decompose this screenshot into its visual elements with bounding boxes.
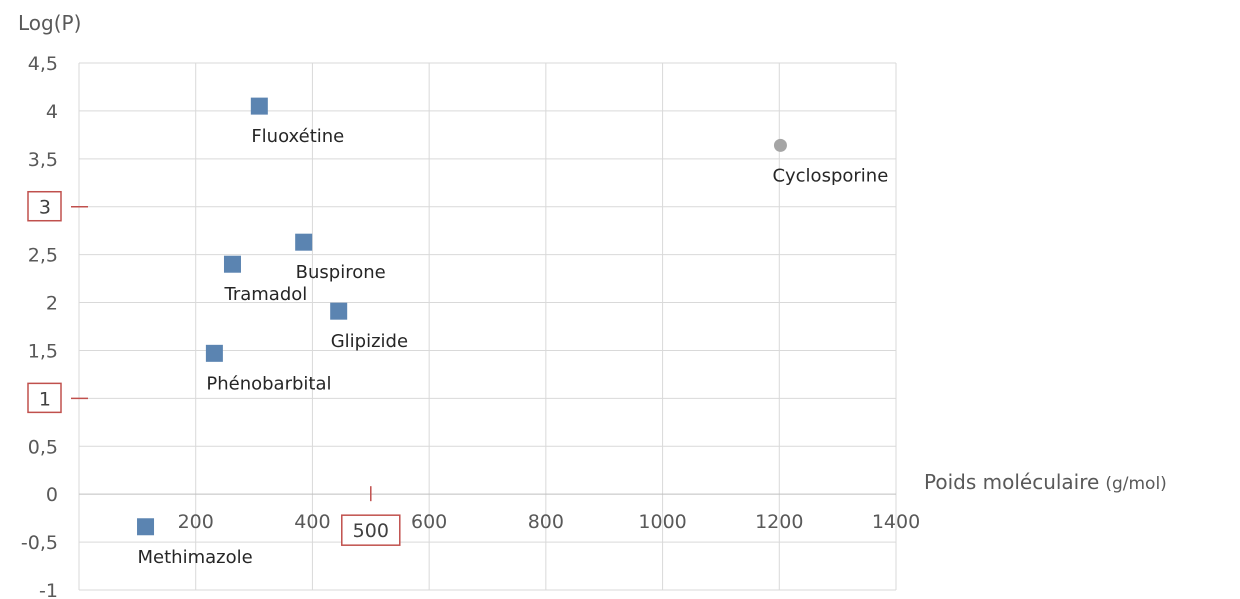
grid-lines xyxy=(78,62,897,591)
x-tick-label: 1400 xyxy=(872,511,920,533)
point-label: Cyclosporine xyxy=(772,165,888,186)
scatter-point xyxy=(137,518,155,536)
x-tick-label: 400 xyxy=(294,511,330,533)
point-label: Methimazole xyxy=(138,547,253,568)
x-tick-label: 1200 xyxy=(755,511,803,533)
point-label: Tramadol xyxy=(223,284,307,305)
point-label: Phénobarbital xyxy=(206,373,331,394)
y-tick-label: 0 xyxy=(46,484,58,506)
y-tick-label: 2,5 xyxy=(28,245,58,267)
scatter-point xyxy=(330,302,348,320)
x-axis-title-unit: (g/mol) xyxy=(1105,474,1166,494)
y-tick-label: 4,5 xyxy=(28,53,58,75)
y-tick-label: 2 xyxy=(46,293,58,315)
y-axis-tick-labels: 4,5 4 3,5 3 2,5 2 1,5 1 0,5 0 -0,5 -1 xyxy=(21,53,58,599)
y-tick-highlight-box xyxy=(27,190,62,222)
y-tick-label: -1 xyxy=(39,580,58,599)
y-tick-label: 1 xyxy=(39,388,51,410)
point-label: Buspirone xyxy=(296,262,386,283)
point-label: Fluoxétine xyxy=(251,126,344,147)
y-tick-label: 0,5 xyxy=(28,436,58,458)
annotations: 500 xyxy=(27,190,401,546)
y-tick-label: 3,5 xyxy=(28,149,58,171)
y-axis-title: Log(P) xyxy=(18,11,81,35)
x-value-highlight-box xyxy=(341,514,401,546)
x-tick-label: 600 xyxy=(411,511,447,533)
x-axis-tick-labels: 200 400 600 800 1000 1200 1400 xyxy=(178,511,921,533)
scatter-point xyxy=(295,233,313,251)
scatter-point xyxy=(250,97,268,115)
x-tick-label: 800 xyxy=(528,511,564,533)
x-axis-title: Poids moléculaire (g/mol) xyxy=(924,470,1167,494)
y-tick-label: 4 xyxy=(46,101,58,123)
scatter-point xyxy=(205,344,223,362)
x-tick-label: 1000 xyxy=(638,511,686,533)
x-axis-title-main: Poids moléculaire xyxy=(924,470,1099,494)
point-label: Glipizide xyxy=(331,331,408,352)
x-value-highlight-label: 500 xyxy=(353,520,389,542)
scatter-point xyxy=(773,138,787,152)
y-tick-label: 3 xyxy=(39,197,51,219)
data-points xyxy=(137,97,787,536)
scatter-point xyxy=(223,255,241,273)
y-tick-highlight-box xyxy=(27,382,62,414)
y-tick-label: 1,5 xyxy=(28,340,58,362)
y-tick-label: -0,5 xyxy=(21,532,58,554)
x-tick-label: 200 xyxy=(178,511,214,533)
